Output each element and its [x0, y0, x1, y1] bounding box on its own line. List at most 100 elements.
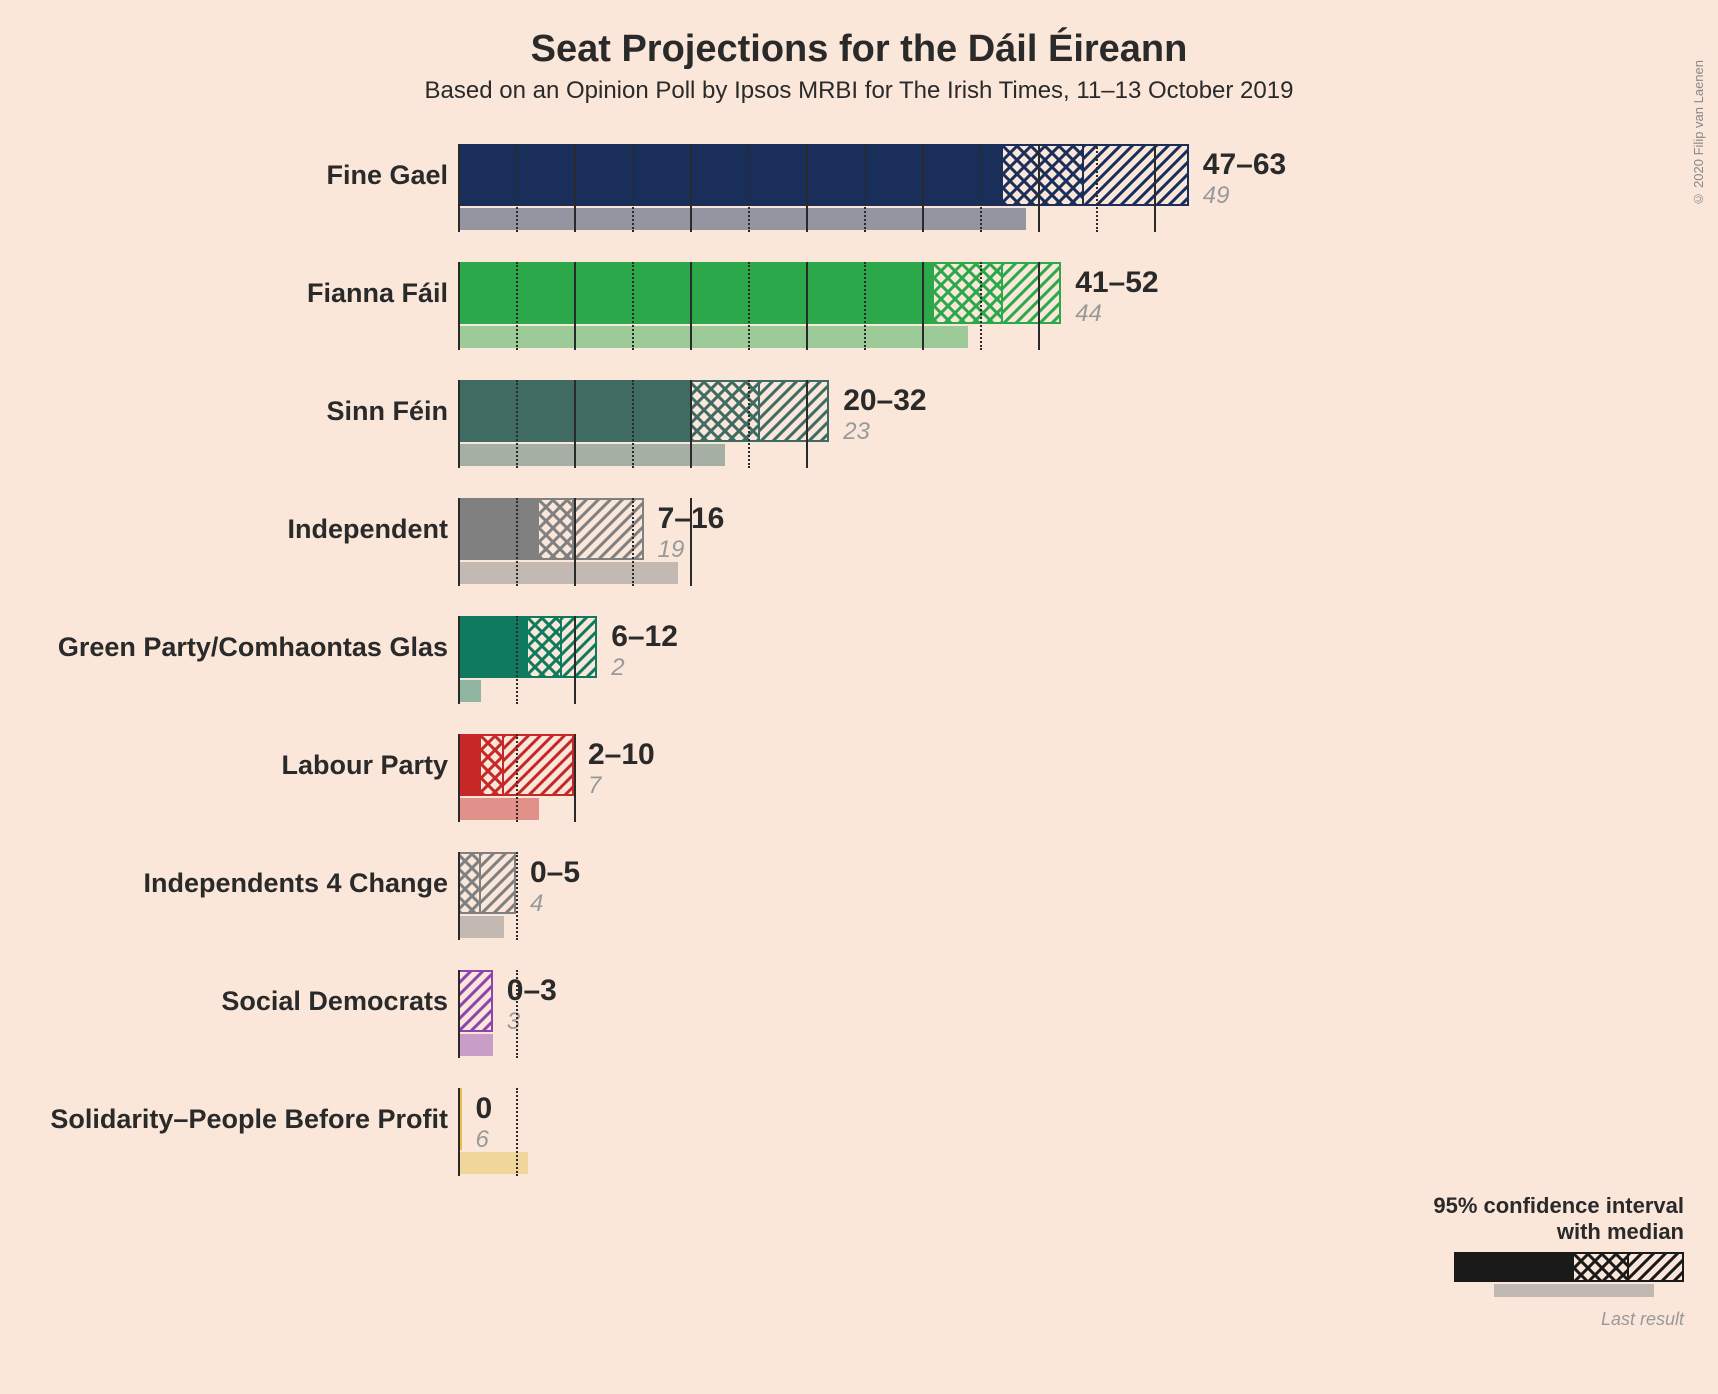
last-value: 2 — [611, 654, 624, 682]
last-result-bar — [458, 1034, 493, 1056]
gridline-minor — [748, 144, 750, 232]
bar-crosshatch-segment — [528, 616, 563, 678]
gridline-major — [690, 498, 692, 586]
party-row: Sinn Féin 20–3223 — [0, 374, 1718, 492]
bar-hatch-segment — [1084, 144, 1188, 206]
gridline-major — [458, 1088, 460, 1176]
bar-solid-segment — [458, 262, 934, 324]
range-value: 0–3 — [507, 974, 557, 1008]
bar-solid-segment — [458, 498, 539, 560]
gridline-minor — [632, 144, 634, 232]
gridline-minor — [516, 734, 518, 822]
party-row: Solidarity–People Before Profit 06 — [0, 1082, 1718, 1200]
gridline-major — [458, 380, 460, 468]
gridline-major — [690, 380, 692, 468]
bar-hatch-segment — [1003, 262, 1061, 324]
range-value: 0 — [475, 1092, 492, 1126]
last-value: 49 — [1203, 182, 1230, 210]
legend-cross — [1574, 1252, 1629, 1282]
legend-solid — [1454, 1252, 1574, 1282]
party-row: Fianna Fáil41–5244 — [0, 256, 1718, 374]
gridline-major — [574, 734, 576, 822]
gridline-minor — [516, 380, 518, 468]
party-label: Fianna Fáil — [307, 278, 448, 309]
gridline-minor — [632, 262, 634, 350]
gridline-minor — [516, 616, 518, 704]
range-value: 47–63 — [1203, 148, 1286, 182]
gridline-minor — [516, 1088, 518, 1176]
gridline-minor — [980, 262, 982, 350]
gridline-major — [574, 380, 576, 468]
gridline-minor — [864, 262, 866, 350]
gridline-minor — [748, 262, 750, 350]
bar-hatch-segment — [760, 380, 830, 442]
range-value: 2–10 — [588, 738, 655, 772]
gridline-major — [1038, 262, 1040, 350]
party-label: Green Party/Comhaontas Glas — [58, 632, 448, 663]
bar-crosshatch-segment — [539, 498, 574, 560]
last-value: 6 — [475, 1126, 488, 1154]
party-label: Fine Gael — [326, 160, 448, 191]
party-row: Independent7–1619 — [0, 492, 1718, 610]
last-result-bar — [458, 916, 504, 938]
gridline-major — [806, 144, 808, 232]
last-value: 23 — [843, 418, 870, 446]
bar-hatch-segment — [481, 852, 516, 914]
gridline-major — [458, 498, 460, 586]
seat-projection-chart: Fine Gael47–6349Fianna Fáil41–5244Sinn F… — [0, 120, 1718, 1350]
party-row: Green Party/Comhaontas Glas 6–122 — [0, 610, 1718, 728]
gridline-major — [458, 144, 460, 232]
gridline-major — [690, 262, 692, 350]
party-label: Sinn Féin — [327, 396, 449, 427]
last-value: 4 — [530, 890, 543, 918]
gridline-minor — [516, 970, 518, 1058]
legend: 95% confidence interval with median Last… — [1433, 1193, 1684, 1330]
range-value: 6–12 — [611, 620, 678, 654]
bar-hatch-segment — [458, 970, 493, 1032]
gridline-minor — [516, 498, 518, 586]
gridline-major — [922, 262, 924, 350]
bar-solid-segment — [458, 734, 481, 796]
party-label: Independent — [288, 514, 449, 545]
last-result-bar — [458, 444, 725, 466]
gridline-major — [922, 144, 924, 232]
party-row: Independents 4 Change0–54 — [0, 846, 1718, 964]
gridline-major — [458, 970, 460, 1058]
gridline-major — [574, 498, 576, 586]
bar-crosshatch-segment — [934, 262, 1004, 324]
last-result-bar — [458, 680, 481, 702]
gridline-major — [574, 616, 576, 704]
gridline-major — [1038, 144, 1040, 232]
bar-crosshatch-segment — [1003, 144, 1084, 206]
gridline-minor — [864, 144, 866, 232]
legend-line1: 95% confidence interval — [1433, 1193, 1684, 1218]
party-row: Social Democrats0–33 — [0, 964, 1718, 1082]
gridline-minor — [632, 498, 634, 586]
bar-hatch-segment — [562, 616, 597, 678]
gridline-major — [806, 262, 808, 350]
range-value: 20–32 — [843, 384, 926, 418]
party-row: Fine Gael 47–6349 — [0, 138, 1718, 256]
legend-sample-bar — [1454, 1252, 1684, 1302]
legend-hatch — [1629, 1252, 1684, 1282]
party-row: Labour Party2–107 — [0, 728, 1718, 846]
last-value: 3 — [507, 1008, 520, 1036]
gridline-minor — [1096, 144, 1098, 232]
gridline-major — [458, 852, 460, 940]
chart-title: Seat Projections for the Dáil Éireann — [0, 0, 1718, 71]
chart-subtitle: Based on an Opinion Poll by Ipsos MRBI f… — [0, 77, 1718, 105]
party-label: Labour Party — [281, 750, 448, 781]
party-label: Solidarity–People Before Profit — [50, 1104, 448, 1135]
bar-crosshatch-segment — [481, 734, 504, 796]
range-value: 41–52 — [1075, 266, 1158, 300]
last-result-bar — [458, 798, 539, 820]
gridline-minor — [516, 852, 518, 940]
party-label: Independents 4 Change — [143, 868, 448, 899]
gridline-major — [458, 616, 460, 704]
legend-line2: with median — [1557, 1219, 1684, 1244]
last-value: 19 — [658, 536, 685, 564]
bar-crosshatch-segment — [458, 852, 481, 914]
legend-last-label: Last result — [1433, 1309, 1684, 1330]
gridline-major — [458, 734, 460, 822]
last-result-bar — [458, 562, 678, 584]
